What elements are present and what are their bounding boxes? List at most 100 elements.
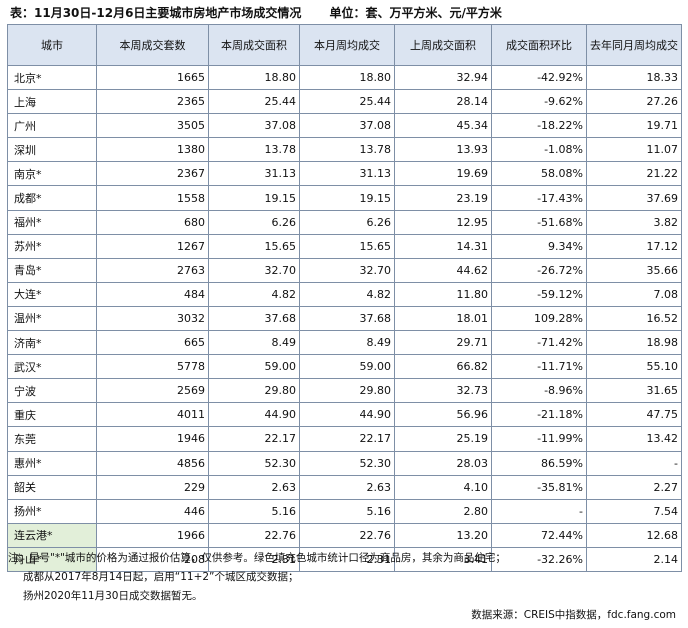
city-cell: 济南* <box>7 330 97 356</box>
city-cell: 扬州* <box>7 498 97 524</box>
value-cell: 9.34% <box>491 233 587 259</box>
value-cell: 66.82 <box>394 354 492 380</box>
value-cell: 4.82 <box>208 281 300 307</box>
value-cell: 18.80 <box>208 64 300 91</box>
data-source: 数据来源：CREIS中指数据，fdc.fang.com <box>471 609 676 621</box>
value-cell: 15.65 <box>299 233 395 259</box>
note-line-3: 扬州2020年11月30日成交数据暂无。 <box>23 590 203 602</box>
value-cell: 37.68 <box>208 305 300 332</box>
value-cell: 5778 <box>96 354 209 380</box>
unit-text: 单位：套、万平方米、元/平方米 <box>329 6 502 20</box>
value-cell: 25.44 <box>208 89 300 115</box>
table-row: 上海 2365 25.44 25.44 28.14 -9.62% 27.26 <box>7 89 682 115</box>
value-cell: 109.28% <box>491 305 587 332</box>
table-row: 东莞 1946 22.17 22.17 25.19 -11.99% 13.42 <box>7 426 682 452</box>
table-body: 北京* 1665 18.80 18.80 32.94 -42.92% 18.33 上海 2365… <box>7 64 682 572</box>
value-cell: -26.72% <box>491 257 587 283</box>
value-cell: 446 <box>96 498 209 524</box>
value-cell: 13.42 <box>586 426 682 452</box>
value-cell: 8.49 <box>208 330 300 356</box>
table-row: 南京* 2367 31.13 31.13 19.69 58.08% 21.22 <box>7 161 682 187</box>
value-cell: 21.22 <box>586 161 682 187</box>
value-cell: -32.26% <box>491 546 587 572</box>
city-cell: 北京* <box>7 64 97 91</box>
value-cell: 8.49 <box>299 330 395 356</box>
value-cell: 6.26 <box>299 209 395 235</box>
value-cell: 3032 <box>96 305 209 332</box>
value-cell: 2569 <box>96 378 209 404</box>
value-cell: 16.52 <box>586 305 682 332</box>
value-cell: 229 <box>96 474 209 500</box>
value-cell: 1665 <box>96 64 209 91</box>
value-cell: 1267 <box>96 233 209 259</box>
value-cell: 18.01 <box>394 305 492 332</box>
value-cell: 5.16 <box>208 498 300 524</box>
value-cell: 37.69 <box>586 185 682 211</box>
value-cell: 25.44 <box>299 89 395 115</box>
value-cell: 4011 <box>96 402 209 428</box>
table-row: 苏州* 1267 15.65 15.65 14.31 9.34% 17.12 <box>7 233 682 259</box>
value-cell: 2367 <box>96 161 209 187</box>
value-cell: 19.71 <box>586 113 682 139</box>
value-cell: 32.70 <box>299 257 395 283</box>
value-cell: 44.90 <box>299 402 395 428</box>
value-cell: 28.14 <box>394 89 492 115</box>
value-cell: 1946 <box>96 426 209 452</box>
value-cell: -17.43% <box>491 185 587 211</box>
value-cell: 72.44% <box>491 522 587 548</box>
value-cell: 13.20 <box>394 522 492 548</box>
value-cell: 4.82 <box>299 281 395 307</box>
value-cell: 29.80 <box>299 378 395 404</box>
notes: 注：星号"*"城市的价格为通过报价估算，仅供参考。绿色填充色城市统计口径为商品房… <box>8 549 506 606</box>
table-row: 青岛* 2763 32.70 32.70 44.62 -26.72% 35.66 <box>7 257 682 283</box>
value-cell: 52.30 <box>299 450 395 476</box>
value-cell: -71.42% <box>491 330 587 356</box>
value-cell: 3.41 <box>394 546 492 572</box>
city-cell: 苏州* <box>7 233 97 259</box>
value-cell: 18.33 <box>586 64 682 91</box>
city-cell: 福州* <box>7 209 97 235</box>
value-cell: 45.34 <box>394 113 492 139</box>
value-cell: -11.99% <box>491 426 587 452</box>
value-cell: 37.08 <box>299 113 395 139</box>
city-cell: 东莞 <box>7 426 97 452</box>
column-header: 城市 <box>7 24 97 66</box>
value-cell: 23.19 <box>394 185 492 211</box>
table-row: 惠州* 4856 52.30 52.30 28.03 86.59% - <box>7 450 682 476</box>
value-cell: 2763 <box>96 257 209 283</box>
value-cell: 665 <box>96 330 209 356</box>
value-cell: 44.90 <box>208 402 300 428</box>
value-cell: 59.00 <box>208 354 300 380</box>
value-cell: -1.08% <box>491 137 587 163</box>
column-header: 本月周均成交 <box>299 24 395 66</box>
value-cell: - <box>491 498 587 524</box>
value-cell: 32.73 <box>394 378 492 404</box>
value-cell: 4856 <box>96 450 209 476</box>
table-row: 舟山* 208 2.31 2.31 3.41 -32.26% 2.14 <box>7 546 682 572</box>
note-line-1: 注：星号"*"城市的价格为通过报价估算，仅供参考。绿色填充色城市统计口径为商品房… <box>8 552 506 564</box>
value-cell: -21.18% <box>491 402 587 428</box>
value-cell: -42.92% <box>491 64 587 91</box>
value-cell: 37.08 <box>208 113 300 139</box>
value-cell: 86.59% <box>491 450 587 476</box>
table-row: 成都* 1558 19.15 19.15 23.19 -17.43% 37.69 <box>7 185 682 211</box>
value-cell: 22.17 <box>208 426 300 452</box>
value-cell: 2.14 <box>586 546 682 572</box>
value-cell: 28.03 <box>394 450 492 476</box>
value-cell: - <box>586 450 682 476</box>
value-cell: -18.22% <box>491 113 587 139</box>
table-row: 广州 3505 37.08 37.08 45.34 -18.22% 19.71 <box>7 113 682 139</box>
title-text: 表：11月30日-12月6日主要城市房地产市场成交情况 <box>10 6 302 20</box>
value-cell: 56.96 <box>394 402 492 428</box>
city-cell: 深圳 <box>7 137 97 163</box>
city-cell: 惠州* <box>7 450 97 476</box>
value-cell: 37.68 <box>299 305 395 332</box>
city-cell: 舟山* <box>7 546 97 572</box>
value-cell: 13.78 <box>208 137 300 163</box>
column-header: 本周成交套数 <box>96 24 209 66</box>
value-cell: 7.54 <box>586 498 682 524</box>
value-cell: 18.98 <box>586 330 682 356</box>
value-cell: 32.70 <box>208 257 300 283</box>
table-row: 北京* 1665 18.80 18.80 32.94 -42.92% 18.33 <box>7 64 682 91</box>
column-header: 去年同月周均成交 <box>586 24 682 66</box>
